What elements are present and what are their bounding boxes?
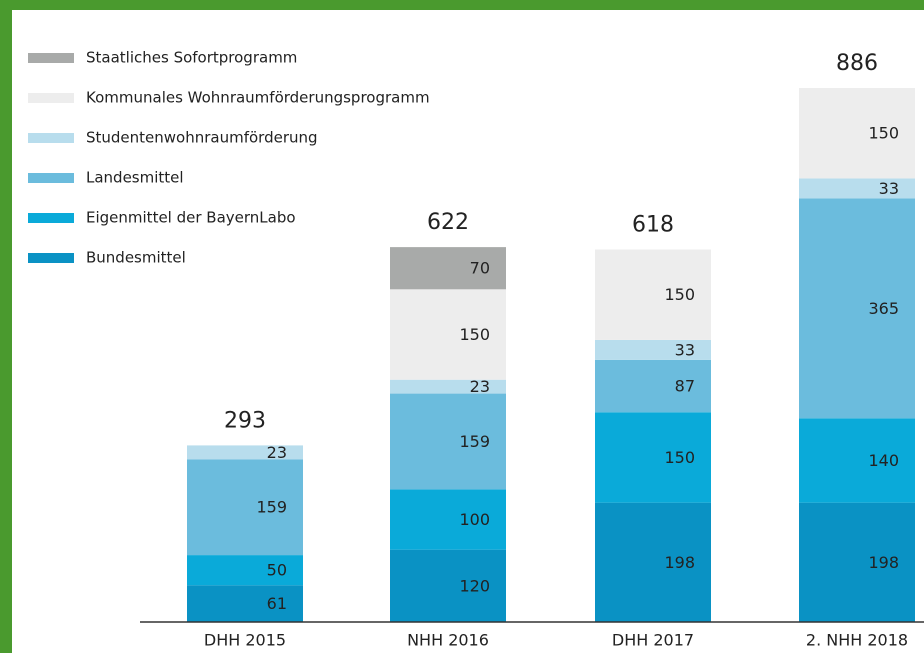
value-label: 150 [868, 124, 899, 143]
bar-segment [390, 549, 506, 622]
bar-segment [187, 555, 303, 586]
total-label: 618 [632, 213, 674, 238]
bar-segment [187, 445, 303, 460]
legend-label: Bundesmittel [86, 249, 186, 267]
bar-segment [799, 198, 915, 419]
bar-segment [390, 247, 506, 290]
bar-segment [799, 502, 915, 622]
value-label: 120 [459, 576, 490, 595]
value-label: 33 [879, 179, 899, 198]
bar-segment [595, 249, 711, 340]
value-label: 23 [470, 377, 490, 396]
value-label: 61 [267, 594, 287, 613]
legend-label: Kommunales Wohnraumförderungsprogramm [86, 89, 430, 107]
x-tick-label: DHH 2015 [204, 631, 286, 650]
bar-segment [390, 379, 506, 394]
legend-label: Landesmittel [86, 169, 184, 187]
value-label: 198 [664, 553, 695, 572]
bar-segment [390, 289, 506, 380]
legend-swatch [28, 93, 74, 103]
value-label: 150 [664, 285, 695, 304]
bar-segment [390, 489, 506, 550]
value-label: 100 [459, 510, 490, 529]
legend-swatch [28, 53, 74, 63]
value-label: 70 [470, 259, 490, 278]
bar-segment [187, 585, 303, 622]
bar-segment [799, 418, 915, 503]
legend-label: Eigenmittel der BayernLabo [86, 209, 296, 227]
legend-swatch [28, 133, 74, 143]
value-label: 50 [267, 561, 287, 580]
value-label: 365 [868, 299, 899, 318]
bar-segment [595, 359, 711, 413]
bar-segment [390, 393, 506, 490]
legend-swatch [28, 173, 74, 183]
total-label: 622 [427, 210, 469, 235]
value-label: 150 [459, 325, 490, 344]
legend-label: Staatliches Sofortprogramm [86, 49, 297, 67]
legend-label: Studentenwohnraumförderung [86, 129, 318, 147]
total-label: 293 [224, 408, 266, 433]
bar-segment [799, 88, 915, 179]
x-tick-label: NHH 2016 [407, 631, 489, 650]
bar-segment [595, 502, 711, 622]
legend-swatch [28, 213, 74, 223]
value-label: 140 [868, 451, 899, 470]
value-label: 87 [675, 377, 695, 396]
bar-segment [799, 178, 915, 199]
value-label: 33 [675, 340, 695, 359]
x-tick-label: 2. NHH 2018 [806, 631, 908, 650]
x-tick-label: DHH 2017 [612, 631, 694, 650]
legend-swatch [28, 253, 74, 263]
value-label: 198 [868, 553, 899, 572]
value-label: 159 [256, 498, 287, 517]
value-label: 150 [664, 448, 695, 467]
bar-segment [595, 412, 711, 503]
bar-segment [187, 459, 303, 556]
value-label: 159 [459, 432, 490, 451]
bar-segment [595, 339, 711, 360]
total-label: 886 [836, 51, 878, 76]
value-label: 23 [267, 443, 287, 462]
